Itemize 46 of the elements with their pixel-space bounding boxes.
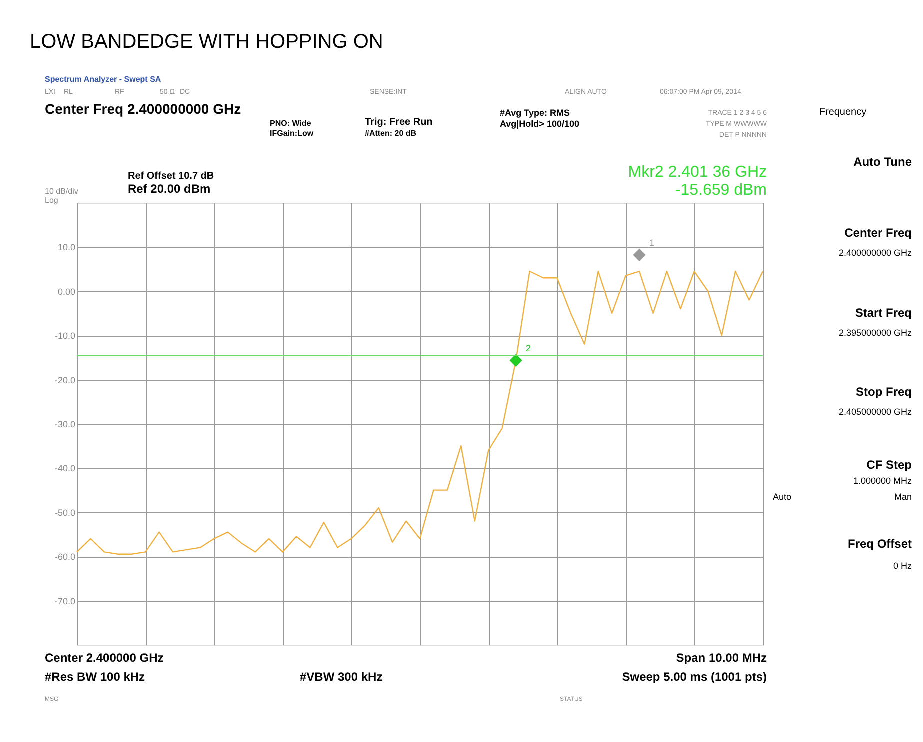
y-tick-label: -10.0 [54,331,76,342]
text: Stop Freq [856,385,912,399]
text: #Avg Type: RMS [500,108,570,118]
series-label: 2 [526,344,532,354]
text: 2.395000000 GHz [838,328,912,338]
text: Auto [773,492,792,502]
y-tick-label: 10.0 [58,242,76,253]
text: #Atten: 20 dB [365,129,417,138]
text: Span 10.00 MHz [676,651,767,665]
y-tick-label: -50.0 [54,508,76,518]
line-series [76,270,764,555]
text: Spectrum Analyzer - Swept SA [45,75,162,84]
y-tick-label: -70.0 [54,596,76,606]
text: Frequency [819,107,867,118]
text: #VBW 300 kHz [300,670,383,684]
text: Ref Offset 10.7 dB [128,171,214,182]
y-tick-label: -60.0 [54,552,76,562]
text: Center 2.400000 GHz [45,651,164,665]
text: Center Freq [844,226,912,240]
text: PNO: Wide [270,119,312,128]
text: Sweep 5.00 ms (1001 pts) [622,670,767,684]
text: Man [894,492,912,502]
text: CF Step [866,458,912,472]
y-tick-label: -30.0 [54,420,76,430]
y-tick-label: -40.0 [54,464,76,474]
text: Trig: Free Run [365,117,433,128]
text: Log [45,196,58,205]
text: 10 dB/div [45,187,78,196]
y-tick-label: -20.0 [54,375,76,386]
text: Ref 20.00 dBm [128,182,211,196]
series-label: 1 [650,238,655,248]
text: Center Freq 2.400000000 GHz [45,101,242,117]
text: #Res BW 100 kHz [45,670,146,684]
text: 1.000000 MHz [853,476,912,486]
text: Freq Offset [848,537,912,551]
text: 0 Hz [893,561,912,571]
y-tick-label: 0.00 [58,286,76,297]
chart-title: LOW BANDEDGE WITH HOPPING ON [30,31,384,53]
text: Auto Tune [854,155,912,169]
text: -15.659 dBm [675,182,767,199]
text: 2.405000000 GHz [838,407,912,417]
text: IFGain:Low [270,129,314,138]
text: Mkr2 2.401 36 GHz [628,164,767,181]
text: Start Freq [855,306,912,320]
text: Avg|Hold> 100/100 [500,119,580,129]
text: 2.400000000 GHz [838,248,912,258]
